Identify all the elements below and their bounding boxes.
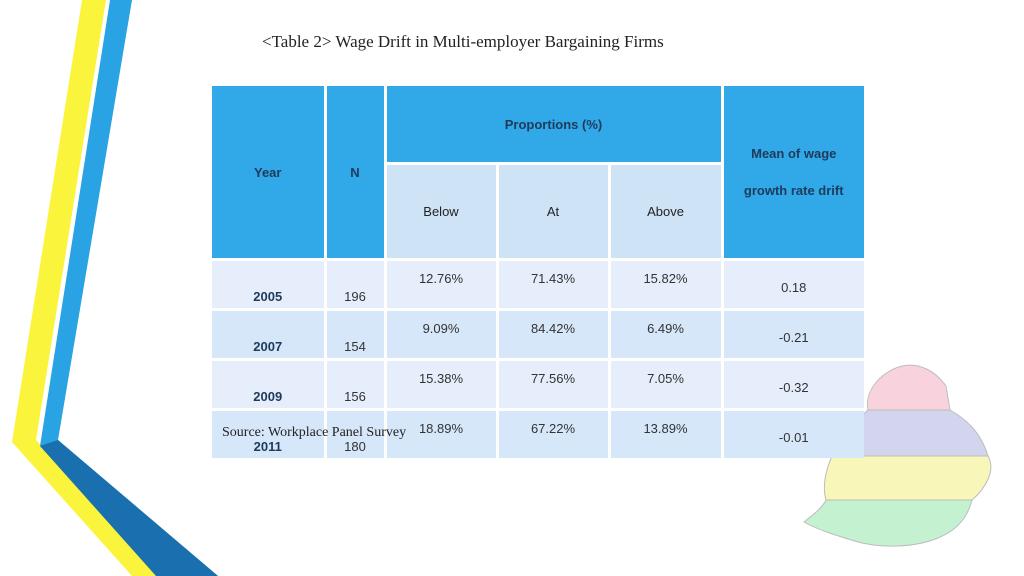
cell-at: 84.42% [497, 308, 611, 360]
table-title: <Table 2> Wage Drift in Multi-employer B… [262, 32, 664, 51]
table-row: 2007 154 9.09% 84.42% 6.49% -0.21 [212, 308, 864, 360]
header-proportions: Proportions (%) [385, 86, 724, 165]
mauritius-map-icon [803, 364, 992, 547]
dark-blue-stripe [40, 440, 218, 576]
cell-mean: -0.21 [722, 308, 864, 360]
cell-at: 67.22% [497, 408, 611, 458]
cell-year: 2009 [212, 358, 327, 410]
cell-below: 12.76% [385, 258, 499, 310]
header-n: N [325, 86, 387, 260]
cell-mean: -0.32 [722, 358, 864, 410]
cell-above: 13.89% [609, 408, 724, 458]
map-band-green [803, 499, 973, 547]
cell-n: 154 [325, 308, 387, 360]
cell-below: 9.09% [385, 308, 499, 360]
table-row: 2009 156 15.38% 77.56% 7.05% -0.32 [212, 358, 864, 410]
cell-n: 196 [325, 258, 387, 310]
cell-below: 18.89% [385, 408, 499, 458]
cell-above: 15.82% [609, 258, 724, 310]
cell-year: 2007 [212, 308, 327, 360]
header-below: Below [385, 163, 499, 260]
cell-above: 6.49% [609, 308, 724, 360]
header-mean-line1: Mean of wage [751, 146, 837, 161]
cell-n: 180 [325, 408, 387, 458]
header-mean: Mean of wage growth rate drift [722, 86, 864, 260]
map-band-yellow [823, 455, 992, 501]
header-above: Above [609, 163, 724, 260]
header-at: At [497, 163, 611, 260]
cell-mean: 0.18 [722, 258, 864, 310]
cell-below: 15.38% [385, 358, 499, 410]
header-year: Year [212, 86, 327, 260]
table-row: 2005 196 12.76% 71.43% 15.82% 0.18 [212, 258, 864, 310]
yellow-stripe [12, 0, 158, 576]
source-note: Source: Workplace Panel Survey [222, 425, 407, 440]
cell-at: 77.56% [497, 358, 611, 410]
cell-at: 71.43% [497, 258, 611, 310]
cell-year: 2011 [212, 408, 327, 458]
cell-year: 2005 [212, 258, 327, 310]
header-row-1: Year N Proportions (%) Mean of wage grow… [212, 86, 864, 260]
blue-stripe [40, 0, 218, 576]
map-band-pink [866, 364, 951, 411]
cell-mean: -0.01 [722, 408, 864, 458]
cell-above: 7.05% [609, 358, 724, 410]
header-mean-line2: growth rate drift [743, 183, 844, 198]
header-row-2: Below At Above [212, 163, 864, 260]
cell-n: 156 [325, 358, 387, 410]
table-row: 2011 180 18.89% 67.22% 13.89% -0.01 [212, 408, 864, 458]
wage-drift-table: Year N Proportions (%) Mean of wage grow… [212, 86, 864, 458]
